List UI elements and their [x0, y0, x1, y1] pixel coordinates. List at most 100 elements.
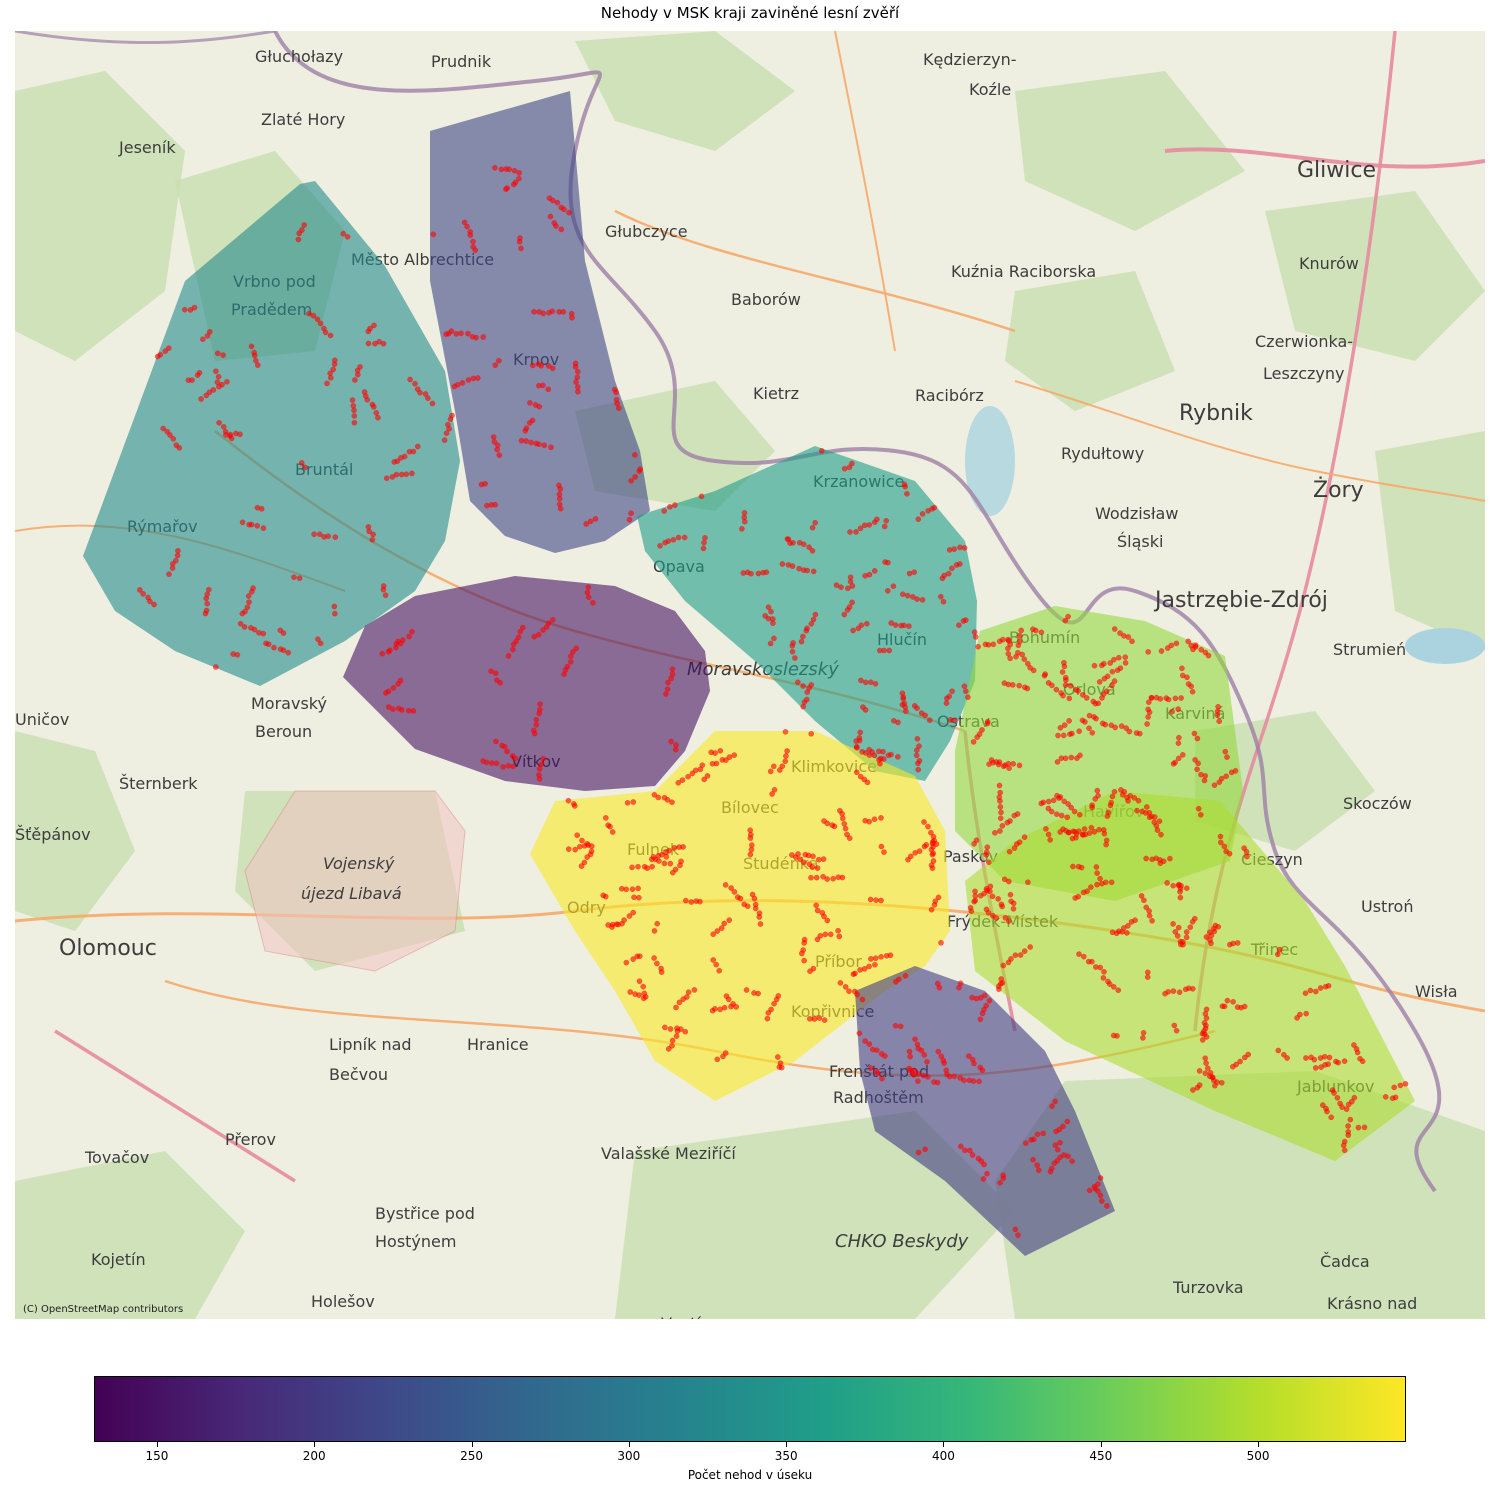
accident-point — [375, 414, 381, 421]
accident-point — [254, 504, 261, 511]
accident-point — [1179, 751, 1186, 758]
colorbar-tick — [1258, 1442, 1260, 1447]
accident-point — [636, 992, 642, 998]
accident-point — [496, 452, 503, 459]
accident-point — [692, 767, 699, 774]
accident-point — [1074, 755, 1080, 762]
accident-point — [651, 791, 658, 798]
accident-point — [702, 535, 708, 541]
accident-point — [350, 402, 357, 409]
accident-point — [714, 1056, 721, 1063]
accident-point — [239, 519, 246, 526]
accident-point — [1001, 876, 1008, 883]
place-label: Głuchołazy — [255, 47, 343, 66]
accident-point — [1093, 864, 1100, 870]
accident-point — [651, 928, 658, 934]
accident-point — [400, 637, 406, 643]
accident-point — [784, 748, 790, 754]
accident-point — [1006, 848, 1013, 855]
accident-point — [726, 754, 733, 760]
accident-point — [716, 967, 723, 974]
accident-point — [1211, 1077, 1217, 1084]
accident-point — [572, 360, 579, 367]
region-krnov[interactable] — [430, 91, 650, 553]
place-label: Moravský — [251, 694, 327, 713]
accident-point — [1205, 652, 1212, 659]
accident-point — [667, 860, 674, 867]
accident-point — [1357, 1055, 1363, 1062]
accident-point — [224, 378, 230, 385]
accident-point — [838, 584, 844, 591]
accident-point — [1040, 1130, 1046, 1137]
accident-point — [1097, 875, 1103, 882]
accident-point — [996, 794, 1003, 801]
accident-point — [669, 1042, 675, 1049]
region-fren-t-t[interactable] — [855, 966, 1115, 1256]
accident-point — [637, 466, 644, 472]
accident-point — [453, 331, 460, 337]
accident-point — [782, 728, 789, 735]
accident-point — [480, 334, 487, 340]
accident-point — [866, 963, 872, 970]
accident-point — [1089, 804, 1095, 811]
accident-point — [296, 575, 303, 582]
accident-point — [673, 1004, 679, 1011]
accident-point — [1038, 629, 1045, 636]
accident-point — [743, 987, 750, 993]
accident-point — [1151, 819, 1158, 826]
accident-point — [632, 474, 638, 480]
forest-area — [15, 1151, 245, 1319]
accident-point — [454, 381, 461, 388]
accident-point — [1091, 828, 1098, 835]
accident-point — [999, 822, 1006, 829]
accident-point — [789, 563, 796, 569]
accident-point — [901, 481, 908, 488]
accident-point — [650, 854, 657, 860]
accident-point — [578, 863, 585, 869]
accident-point — [1145, 699, 1152, 706]
accident-point — [512, 755, 519, 762]
accident-point — [1048, 1165, 1055, 1172]
accident-point — [871, 816, 878, 823]
accident-point — [939, 575, 946, 582]
accident-point — [157, 351, 164, 358]
accident-point — [789, 648, 796, 655]
accident-point — [906, 623, 912, 629]
accident-point — [800, 633, 806, 640]
map-panel[interactable]: Głuchołazy Prudnik Kędzierzyn- Koźle Zlaté H… — [15, 31, 1485, 1319]
region-opava[interactable] — [637, 446, 977, 781]
accident-point — [1058, 755, 1065, 762]
accident-point — [566, 209, 572, 216]
accident-point — [812, 611, 819, 618]
accident-point — [237, 431, 243, 438]
region-fr-dek-m-stek[interactable] — [965, 791, 1415, 1161]
colorbar-tick-label: 450 — [1089, 1449, 1113, 1463]
accident-point — [351, 413, 358, 419]
accident-point — [962, 1147, 968, 1154]
accident-point — [1101, 968, 1107, 975]
accident-point — [932, 898, 939, 905]
accident-point — [214, 379, 221, 385]
accident-point — [1307, 987, 1314, 994]
accident-point — [1115, 654, 1122, 661]
accident-point — [1208, 932, 1215, 939]
region-v-tkov[interactable] — [343, 576, 710, 791]
accident-point — [441, 437, 448, 443]
accident-point — [246, 599, 252, 605]
accident-point — [669, 1037, 676, 1044]
accident-point — [976, 1078, 982, 1085]
accident-point — [585, 842, 592, 848]
accident-point — [136, 587, 143, 593]
accident-point — [449, 412, 455, 419]
accident-point — [1059, 669, 1066, 675]
place-label: Krásno nad — [1327, 1294, 1417, 1313]
accident-point — [814, 865, 821, 871]
accident-point — [1179, 665, 1185, 672]
accident-point — [174, 552, 181, 559]
accident-point — [688, 899, 695, 905]
accident-point — [626, 516, 633, 523]
accident-point — [842, 825, 849, 832]
place-label: Přerov — [225, 1130, 276, 1149]
accident-point — [271, 644, 277, 651]
map-canvas[interactable]: Głuchołazy Prudnik Kędzierzyn- Koźle Zlaté H… — [15, 31, 1485, 1319]
